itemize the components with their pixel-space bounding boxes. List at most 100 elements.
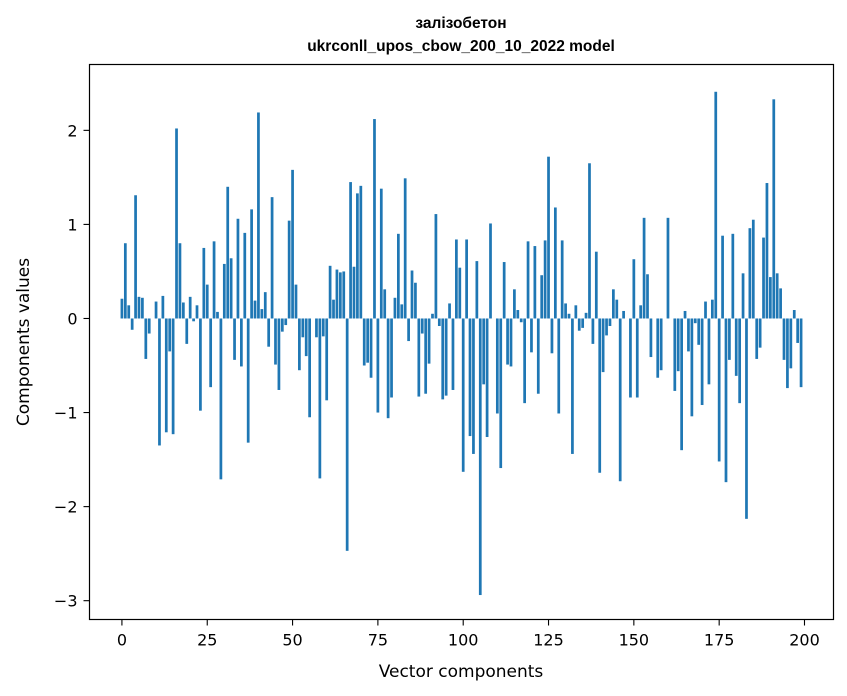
bar (649, 318, 653, 358)
bar (714, 91, 718, 319)
bar (219, 318, 223, 480)
bar (243, 232, 247, 319)
bar (352, 266, 356, 319)
bar (700, 318, 704, 406)
bar (690, 318, 694, 417)
bar (161, 295, 165, 319)
bar (769, 277, 772, 319)
bar (216, 311, 219, 319)
bar (431, 313, 434, 319)
y-tick-label: −3 (54, 592, 78, 611)
bar (386, 318, 390, 419)
bar (550, 318, 554, 354)
bar (557, 318, 561, 414)
bar (342, 271, 346, 319)
x-tick-label: 100 (448, 631, 479, 650)
bar (308, 318, 311, 418)
bar (741, 273, 745, 319)
bar (407, 318, 410, 342)
bar (315, 318, 318, 338)
bar (676, 318, 680, 372)
bar (175, 128, 178, 319)
bar (188, 296, 192, 319)
y-tick-label: −1 (54, 404, 78, 423)
x-tick-label: 50 (282, 631, 302, 650)
bar (257, 112, 260, 319)
bar (465, 239, 468, 319)
x-tick-label: 200 (789, 631, 820, 650)
bar (680, 318, 683, 451)
bar (499, 318, 503, 469)
bar (120, 298, 124, 319)
bar (318, 318, 322, 479)
y-tick-label: 2 (67, 121, 77, 140)
bar (594, 251, 598, 319)
y-axis-ticks: −3 −2 −1 0 1 2 (54, 121, 90, 611)
bar (502, 262, 506, 319)
bar (693, 318, 697, 324)
bar (495, 318, 499, 414)
bar (158, 318, 161, 446)
bar (280, 318, 284, 332)
bar (782, 318, 786, 360)
bar (642, 217, 646, 319)
bar (349, 182, 352, 319)
bar (461, 318, 465, 472)
bar (267, 318, 271, 347)
bar (485, 318, 489, 438)
bar (178, 243, 182, 319)
bar (775, 273, 779, 319)
y-tick-label: −2 (54, 498, 78, 517)
bar (779, 288, 782, 319)
bar (458, 267, 462, 319)
bar (536, 318, 540, 394)
bar (608, 318, 612, 327)
bar (516, 310, 520, 319)
bar (233, 318, 236, 360)
bar (751, 219, 755, 319)
bar (222, 263, 226, 319)
bar (796, 318, 800, 343)
bar (397, 233, 400, 319)
bar (482, 318, 486, 385)
bar (168, 318, 172, 352)
bar (799, 318, 803, 388)
bar (728, 318, 731, 360)
bar (704, 301, 707, 319)
bar (202, 247, 206, 319)
bar (673, 318, 677, 391)
bar (373, 119, 376, 319)
bar (287, 220, 291, 319)
bar (362, 318, 366, 366)
bar (209, 318, 213, 388)
bar (455, 239, 458, 319)
bar (181, 302, 185, 319)
bar (332, 299, 335, 319)
bar (260, 309, 264, 319)
bar (424, 318, 428, 394)
bar (560, 240, 564, 319)
bar (519, 318, 523, 323)
bar (588, 163, 591, 319)
bar (414, 282, 417, 319)
bar (236, 218, 240, 319)
bar (564, 303, 567, 319)
bar (291, 169, 294, 319)
bar (250, 209, 253, 319)
bar (338, 272, 342, 319)
bar (137, 296, 141, 319)
bar (656, 318, 660, 378)
bar (366, 318, 370, 363)
bar (598, 318, 602, 473)
bar (294, 284, 298, 319)
bar (270, 197, 274, 319)
bar (513, 289, 516, 319)
bar (164, 318, 168, 433)
bar (369, 318, 373, 378)
y-tick-label: 0 (67, 309, 77, 328)
bar (717, 318, 721, 462)
bar (755, 318, 759, 359)
bar (356, 193, 359, 319)
bar (478, 318, 482, 596)
